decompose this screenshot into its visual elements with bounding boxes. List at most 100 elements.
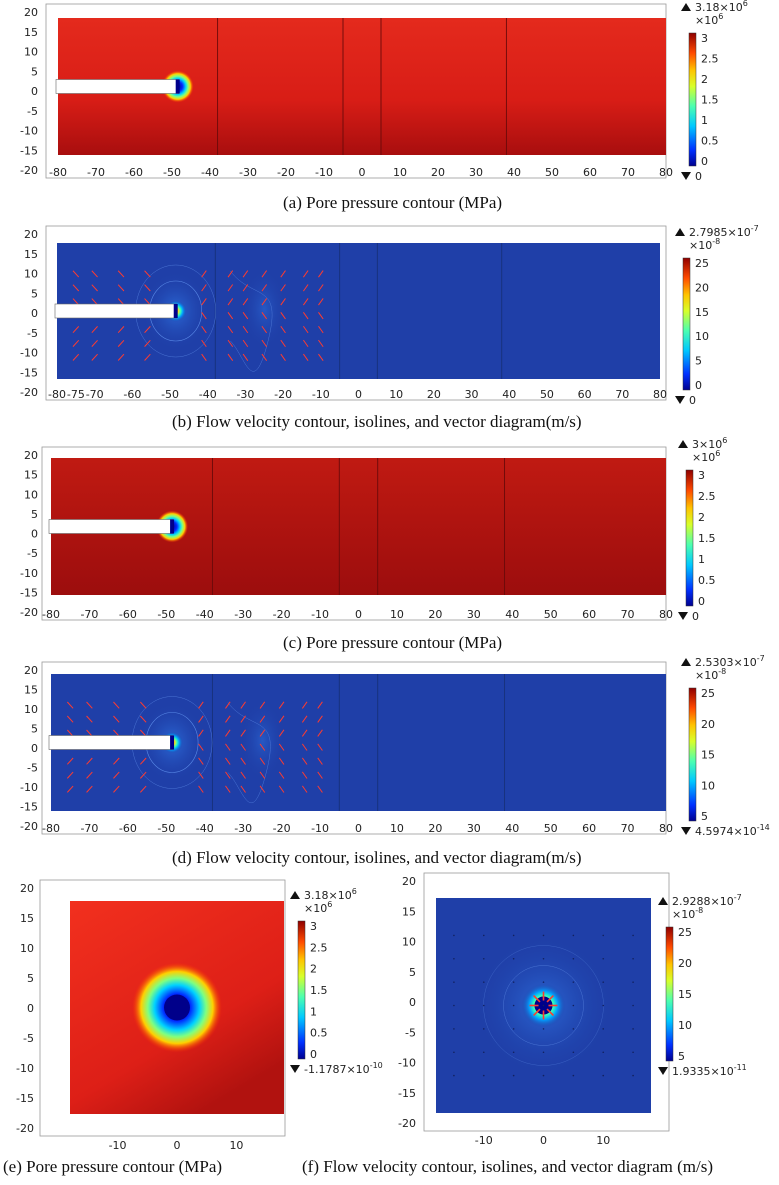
velocity-vector [240, 715, 246, 723]
vector-dot [572, 1028, 575, 1030]
x-tick-label: -40 [199, 388, 217, 401]
velocity-vector [546, 995, 554, 1003]
velocity-vector [72, 284, 80, 292]
y-tick-label: 15 [24, 469, 38, 482]
min-triangle-icon [681, 172, 691, 180]
velocity-vector [66, 771, 74, 779]
velocity-vector [117, 284, 125, 292]
y-tick-label: 15 [24, 26, 38, 39]
max-label: 2.9288×10-7 [672, 893, 742, 908]
vector-dot [482, 1004, 485, 1007]
colorbar-tick-label: 1 [701, 114, 708, 127]
vector-dot [572, 957, 575, 960]
velocity-vector [198, 757, 204, 765]
velocity-vector [198, 771, 204, 779]
velocity-vector [240, 757, 246, 765]
y-tick-label: -15 [20, 801, 38, 814]
y-tick-label: -5 [27, 105, 38, 118]
y-tick-label: -15 [20, 366, 38, 379]
panel-a: -80 -70 -60 -50 -40 -30 -20 -10 0 10 20 30 40 50 60 70 8… [20, 0, 748, 183]
y-tick-label: -15 [20, 144, 38, 157]
vector-dot [512, 981, 515, 983]
velocity-vector [302, 339, 309, 348]
y-tick-label: -5 [27, 547, 38, 560]
x-tick-label: -50 [161, 388, 179, 401]
y-tick-label: 10 [402, 936, 416, 949]
velocity-vector [225, 715, 231, 723]
velocity-vector [242, 312, 249, 320]
velocity-vector [278, 785, 285, 793]
velocity-vector [91, 284, 98, 292]
vector-dot [602, 1004, 605, 1007]
y-tick-label: 10 [20, 942, 34, 955]
velocity-vector [225, 771, 231, 779]
x-tick-label: 20 [431, 166, 445, 179]
vector-dot [453, 1004, 455, 1007]
x-tick-label: -60 [125, 166, 143, 179]
velocity-vector [318, 353, 324, 361]
panel-d: -80 -70 -60 -50 -40 -30 -20 -10 0 10 20 30 40 50 60 70 8… [20, 654, 770, 838]
x-tick-label: -10 [109, 1139, 127, 1152]
velocity-vector [318, 298, 324, 306]
velocity-vector [259, 729, 266, 737]
max-triangle-icon [290, 891, 300, 899]
max-triangle-icon [658, 897, 668, 905]
max-label: 2.7985×10-7 [689, 224, 759, 239]
velocity-vector [201, 353, 207, 361]
y-tick-label: 5 [31, 287, 38, 300]
colorbar [688, 687, 697, 822]
vector-dot [512, 1028, 515, 1030]
vector-dot [572, 1051, 575, 1054]
vector-dot [453, 957, 455, 960]
colorbar-tick-label: 3 [698, 469, 705, 482]
colorbar-tick-label: 0 [701, 155, 708, 168]
x-tick-label: -20 [274, 388, 292, 401]
max-label: 3×106 [692, 436, 727, 451]
vector-dot [602, 934, 605, 937]
colorbar-tick-label: 20 [695, 281, 709, 294]
x-tick-label: 0 [355, 388, 362, 401]
vector-dot [512, 957, 515, 960]
velocity-vector [317, 785, 323, 793]
y-tick-label: -20 [20, 164, 38, 177]
x-tick-label: -40 [196, 822, 214, 835]
velocity-vector [201, 339, 207, 348]
x-tick-label: 80 [659, 166, 673, 179]
y-tick-label: -20 [16, 1122, 34, 1135]
velocity-vector [280, 339, 286, 348]
borehole-slot [48, 519, 174, 534]
panel-f: -10 0 10 20 15 10 5 0 -5 -10 -15 -20 25 20 15 10 5 2.9288… [398, 872, 747, 1147]
velocity-vector [318, 284, 324, 292]
velocity-vector [113, 701, 120, 709]
isoline [230, 270, 273, 372]
colorbar-tick-label: 2 [310, 963, 317, 976]
x-tick-label: 0 [540, 1134, 547, 1147]
x-tick-label: -70 [86, 388, 104, 401]
velocity-vector [242, 298, 249, 306]
colorbar-tick-label: 2 [701, 73, 708, 86]
vector-dot [602, 1074, 605, 1077]
velocity-vector [201, 270, 207, 278]
multiplier-label: ×106 [692, 449, 720, 464]
caption-e: (e) Pore pressure contour (MPa) [3, 1157, 223, 1176]
vector-dot [482, 934, 485, 937]
caption-a: (a) Pore pressure contour (MPa) [283, 193, 503, 212]
y-tick-label: -20 [398, 1117, 416, 1130]
vector-dot [482, 1028, 485, 1030]
velocity-vector [280, 284, 286, 292]
velocity-vector [318, 339, 324, 348]
borehole-tip [175, 79, 180, 94]
x-tick-label: -50 [157, 608, 175, 621]
y-tick-label: -10 [20, 781, 38, 794]
borehole [164, 994, 190, 1021]
x-tick-label: -40 [196, 608, 214, 621]
y-tick-label: 0 [31, 307, 38, 320]
vector-dot [602, 1028, 605, 1030]
x-tick-label: 60 [582, 608, 596, 621]
colorbar-tick-label: 5 [695, 355, 702, 368]
min-triangle-icon [658, 1067, 668, 1075]
velocity-vector [317, 743, 323, 751]
y-tick-label: -15 [398, 1087, 416, 1100]
velocity-vector [302, 298, 309, 306]
x-tick-label: -70 [80, 822, 98, 835]
